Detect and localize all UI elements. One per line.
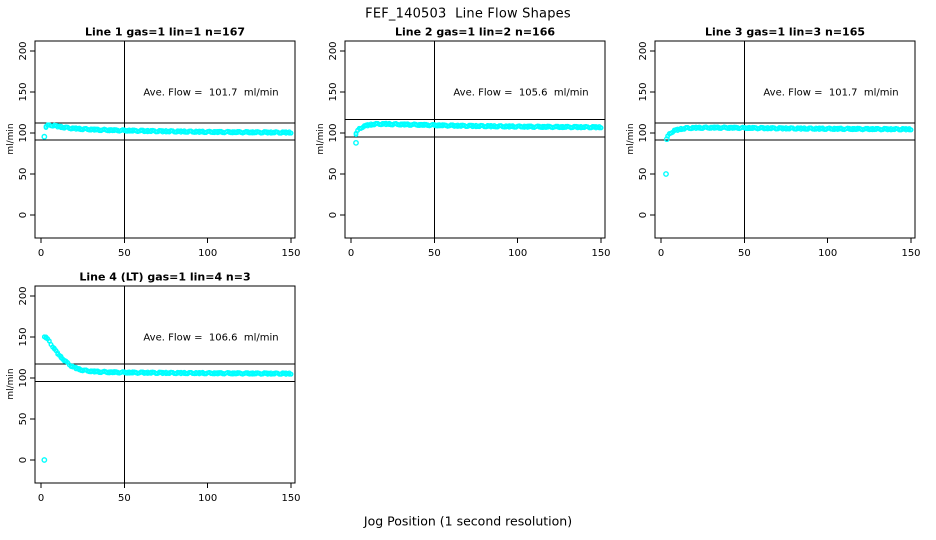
plot-frame [344, 40, 606, 239]
x-tick-label: 0 [38, 493, 44, 504]
y-tick-label: 50 [328, 168, 339, 181]
panel-3-ave-flow-annotation: Ave. Flow = 101.7 ml/min [763, 87, 899, 99]
x-tick-label: 150 [591, 248, 610, 259]
x-tick-label: 150 [281, 248, 300, 259]
data-point-outlier [353, 139, 359, 146]
y-tick-label: 150 [18, 82, 29, 101]
data-point-outlier [663, 171, 669, 177]
y-tick-label: 0 [638, 212, 649, 218]
data-point [288, 130, 294, 136]
x-axis-label: Jog Position (1 second resolution) [363, 513, 573, 529]
panel-4-ave-flow-annotation: Ave. Flow = 106.6 ml/min [143, 332, 279, 344]
y-tick-label: 150 [638, 82, 649, 101]
x-tick-label: 50 [738, 248, 751, 259]
panel-3-title: Line 3 gas=1 lin=3 n=165 [704, 25, 866, 39]
x-tick-label: 100 [818, 248, 837, 259]
x-tick-label: 100 [508, 248, 527, 259]
x-tick-label: 50 [118, 493, 131, 504]
panel-1-y-axis-label: ml/min [6, 123, 16, 155]
y-tick-label: 200 [328, 41, 339, 60]
x-tick-label: 150 [281, 493, 300, 504]
y-tick-label: 150 [18, 327, 29, 346]
y-tick-label: 50 [18, 168, 29, 181]
y-tick-label: 150 [328, 82, 339, 101]
plot-frame [34, 285, 296, 484]
data-point-outlier [41, 457, 48, 463]
panel-3-y-axis-label: ml/min [626, 123, 636, 155]
y-tick-label: 50 [18, 413, 29, 426]
x-tick-label: 50 [118, 248, 131, 259]
data-point [288, 371, 294, 377]
y-tick-label: 100 [18, 123, 29, 142]
y-tick-label: 100 [638, 123, 649, 142]
y-tick-label: 0 [18, 457, 29, 463]
panel-1-title: Line 1 gas=1 lin=1 n=167 [84, 25, 246, 39]
y-tick-label: 200 [18, 41, 29, 60]
x-tick-label: 100 [198, 493, 217, 504]
panel-4-title: Line 4 (LT) gas=1 lin=4 n=3 [79, 270, 251, 284]
y-tick-label: 50 [638, 168, 649, 181]
y-tick-label: 200 [638, 41, 649, 60]
x-tick-label: 0 [348, 248, 354, 259]
panel-2-ave-flow-annotation: Ave. Flow = 105.6 ml/min [453, 87, 589, 99]
x-tick-label: 0 [658, 248, 664, 259]
y-tick-label: 100 [328, 123, 339, 142]
main-title: FEF_140503 Line Flow Shapes [365, 6, 571, 22]
panel-1-ave-flow-annotation: Ave. Flow = 101.7 ml/min [143, 87, 279, 99]
data-point-outlier [41, 133, 48, 140]
x-tick-label: 50 [428, 248, 441, 259]
y-tick-label: 0 [18, 212, 29, 218]
y-tick-label: 100 [18, 368, 29, 387]
x-tick-label: 150 [901, 248, 920, 259]
y-tick-label: 200 [18, 286, 29, 305]
y-tick-label: 0 [328, 212, 339, 218]
data-point [908, 127, 914, 133]
x-tick-label: 0 [38, 248, 44, 259]
data-point [598, 125, 604, 131]
panel-2-title: Line 2 gas=1 lin=2 n=166 [394, 25, 556, 39]
panel-4-y-axis-label: ml/min [6, 368, 16, 400]
x-tick-label: 100 [198, 248, 217, 259]
panel-2-y-axis-label: ml/min [316, 123, 326, 155]
